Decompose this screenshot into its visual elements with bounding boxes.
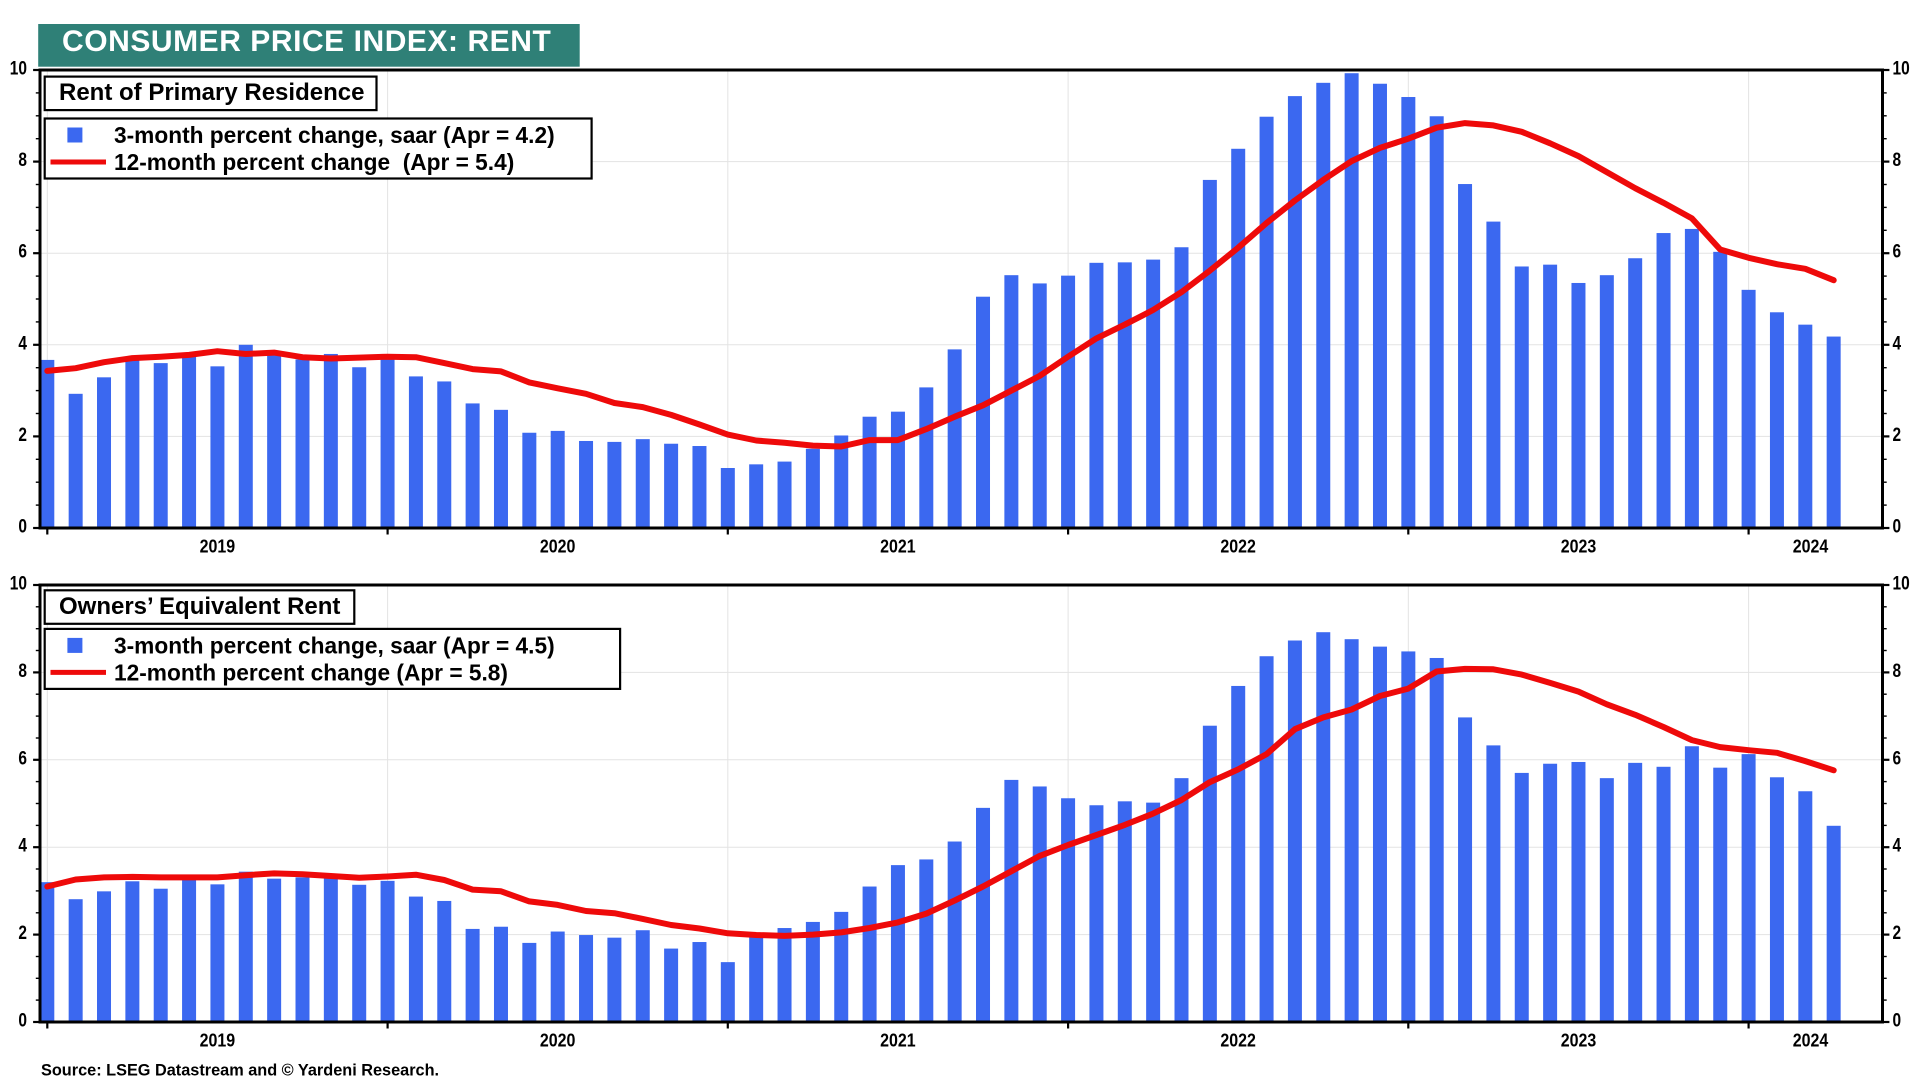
svg-text:8: 8: [1893, 149, 1902, 171]
svg-text:6: 6: [18, 747, 27, 769]
svg-text:8: 8: [1893, 660, 1902, 682]
svg-text:4: 4: [1893, 835, 1902, 857]
svg-text:CONSUMER PRICE INDEX: RENT: CONSUMER PRICE INDEX: RENT: [62, 25, 551, 58]
svg-text:0: 0: [18, 516, 27, 538]
svg-text:10: 10: [1893, 58, 1910, 80]
svg-text:2: 2: [18, 922, 27, 944]
svg-text:2024: 2024: [1793, 1030, 1829, 1051]
svg-text:2: 2: [18, 424, 27, 446]
svg-text:2023: 2023: [1561, 1030, 1597, 1051]
svg-text:2019: 2019: [200, 536, 236, 557]
svg-text:10: 10: [1893, 573, 1910, 595]
svg-text:2021: 2021: [880, 1030, 916, 1051]
svg-text:0: 0: [1893, 516, 1902, 538]
svg-text:6: 6: [18, 241, 27, 263]
svg-text:Owners’ Equivalent Rent: Owners’ Equivalent Rent: [59, 593, 340, 620]
svg-text:2: 2: [1893, 922, 1902, 944]
svg-text:6: 6: [1893, 241, 1902, 263]
svg-text:0: 0: [18, 1010, 27, 1032]
svg-text:2024: 2024: [1793, 536, 1829, 557]
svg-text:2019: 2019: [200, 1030, 236, 1051]
svg-text:2023: 2023: [1561, 536, 1597, 557]
svg-text:2022: 2022: [1220, 536, 1256, 557]
svg-text:Rent of Primary Residence: Rent of Primary Residence: [59, 79, 364, 106]
svg-text:8: 8: [18, 149, 27, 171]
svg-text:12-month percent change (Apr =: 12-month percent change (Apr = 5.8): [114, 659, 508, 685]
svg-text:2020: 2020: [540, 1030, 576, 1051]
svg-text:2: 2: [1893, 424, 1902, 446]
svg-text:2021: 2021: [880, 536, 916, 557]
svg-text:4: 4: [18, 835, 27, 857]
svg-text:0: 0: [1893, 1010, 1902, 1032]
svg-text:10: 10: [10, 58, 27, 80]
svg-text:2022: 2022: [1220, 1030, 1256, 1051]
svg-text:4: 4: [18, 332, 27, 354]
svg-text:6: 6: [1893, 747, 1902, 769]
svg-text:12-month percent change (Apr: 12-month percent change (Apr = 5.4): [114, 149, 514, 175]
svg-text:Source: LSEG Datastream and ©: Source: LSEG Datastream and © Yardeni Re…: [41, 1062, 439, 1080]
svg-text:4: 4: [1893, 332, 1902, 354]
svg-text:8: 8: [18, 660, 27, 682]
svg-text:2020: 2020: [540, 536, 576, 557]
svg-text:3-month percent change, saar (: 3-month percent change, saar (Apr = 4.5): [114, 632, 555, 658]
svg-text:3-month percent change, saar (: 3-month percent change, saar (Apr = 4.2): [114, 122, 555, 148]
svg-text:10: 10: [10, 573, 27, 595]
